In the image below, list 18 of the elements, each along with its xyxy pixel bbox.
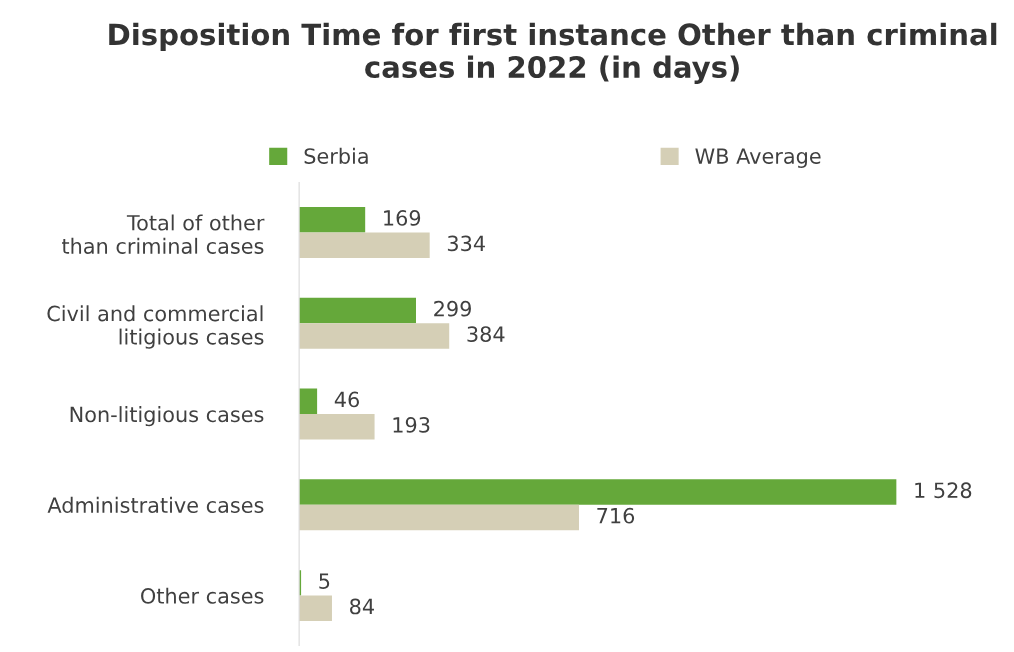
y-tick-label: Non-litigious cases: [70, 406, 264, 427]
data-label: 5: [319, 573, 330, 589]
chart-title: Disposition Time for first instance Other than criminal cases in 2022 (in days): [109, 22, 997, 84]
y-tick-label: Administrative cases: [47, 496, 264, 513]
data-label: 1 528: [915, 482, 972, 499]
data-label: 46: [334, 391, 359, 408]
legend-label: Serbia: [304, 147, 368, 164]
data-label: 299: [434, 300, 471, 317]
data-label: 384: [467, 326, 505, 342]
y-tick-label: Civil and commercial litigious cases: [47, 305, 264, 349]
data-label: 716: [597, 507, 635, 524]
y-tick-label: Total of other than criminal cases: [61, 214, 265, 254]
legend-label: WB Average: [695, 148, 821, 168]
data-label: 84: [350, 598, 374, 615]
data-label: 334: [447, 235, 485, 252]
y-tick-label: Other cases: [141, 587, 264, 604]
data-label: 169: [384, 210, 421, 226]
data-label: 193: [393, 417, 430, 433]
